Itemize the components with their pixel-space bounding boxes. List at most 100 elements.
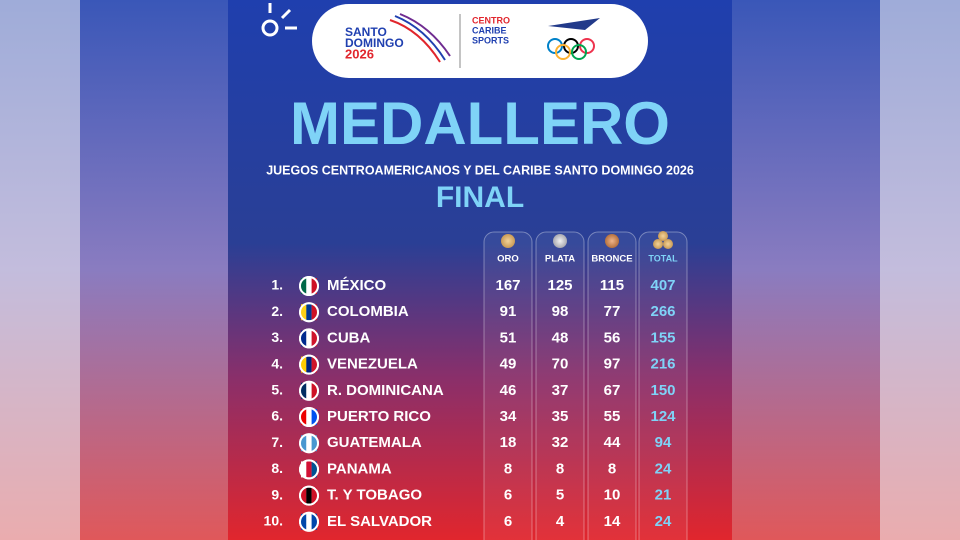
medal-count: 32 (552, 434, 569, 451)
logo-text: SANTO (345, 25, 387, 39)
country: PANAMA (327, 460, 392, 477)
rank: 2. (271, 303, 283, 319)
flag-stripe (301, 304, 307, 321)
flag-stripe (306, 304, 312, 321)
country: VENEZUELA (327, 356, 418, 373)
column-box (535, 231, 585, 540)
total-count: 266 (650, 303, 675, 320)
logo-swoosh (389, 13, 451, 63)
country: PUERTO RICO (327, 408, 431, 425)
flag-stripe (306, 435, 312, 452)
flag-stripe (301, 356, 307, 373)
medal-count: 4 (556, 513, 565, 530)
column-box (483, 231, 533, 540)
title: MEDALLERO (290, 90, 670, 157)
country: MÉXICO (327, 277, 387, 294)
medal-count: 34 (500, 408, 517, 425)
total-count: 150 (650, 382, 675, 399)
medal-count: 8 (608, 460, 616, 477)
medal-count: 37 (552, 382, 569, 399)
total-count: 155 (650, 329, 675, 346)
logo-text: CARIBE (472, 25, 507, 35)
flag-stripe (311, 435, 317, 452)
flag-stripe (301, 278, 307, 294)
flag-stripe (311, 513, 317, 530)
medal-count: 6 (504, 487, 512, 504)
flag-ring (299, 459, 319, 480)
column-header: PLATA (545, 254, 575, 265)
medal-count: 35 (552, 408, 569, 425)
medal-count: 125 (547, 277, 572, 294)
flag-stripe (311, 409, 317, 425)
medal-count: 6 (504, 513, 512, 530)
medal-icon (653, 239, 663, 249)
flag-stripe (311, 487, 317, 504)
sun-icon (261, 3, 297, 37)
column-header: ORO (497, 254, 519, 265)
country: T. Y TOBAGO (327, 487, 422, 504)
background-glow (0, 0, 80, 540)
flag-stripe (311, 461, 317, 478)
medal-count: 44 (604, 434, 621, 451)
column-header: TOTAL (648, 253, 678, 263)
subtitle: JUEGOS CENTROAMERICANOS Y DEL CARIBE SAN… (266, 163, 694, 177)
logo-text: SPORTS (472, 35, 509, 45)
rank: 6. (271, 408, 283, 424)
rank: 8. (271, 460, 283, 476)
country: CUBA (327, 329, 370, 346)
flag-ring (299, 354, 319, 375)
medal-count: 10 (604, 487, 621, 504)
flag-ring (299, 302, 319, 323)
total-count: 407 (650, 277, 675, 294)
rank: 3. (271, 329, 283, 345)
medal-count: 67 (604, 382, 621, 399)
flag-stripe (301, 435, 307, 452)
flag-stripe (306, 409, 312, 425)
medal-count: 14 (604, 513, 621, 530)
stage: FINAL (436, 181, 524, 214)
medal-count: 115 (600, 277, 624, 294)
flag-stripe (301, 487, 307, 504)
medal-count: 18 (500, 434, 517, 451)
flag-stripe (301, 382, 307, 399)
medal-count: 56 (604, 329, 621, 346)
medal-icon (658, 231, 668, 241)
flag-stripe (311, 304, 317, 321)
medal-icon (663, 239, 673, 249)
flag-stripe (306, 278, 312, 294)
medal-count: 70 (552, 356, 569, 373)
country: COLOMBIA (327, 303, 409, 320)
country: R. DOMINICANA (327, 382, 444, 399)
medal-count: 51 (500, 329, 517, 346)
flag-stripe (306, 382, 312, 399)
rank: 10. (264, 513, 283, 529)
logo-bird (548, 18, 600, 30)
medal-icon (553, 234, 567, 248)
country: EL SALVADOR (327, 513, 432, 530)
flag-ring (299, 407, 319, 427)
flag-stripe (301, 513, 307, 530)
flag-stripe (311, 382, 317, 399)
medal-icon (605, 234, 619, 248)
rank: 4. (271, 355, 283, 371)
medal-count: 48 (552, 329, 569, 346)
medal-count: 8 (504, 460, 512, 477)
medal-count: 167 (495, 277, 520, 294)
rank: 7. (271, 434, 283, 450)
flag-ring (299, 276, 319, 296)
flag-ring (299, 433, 319, 454)
logo-text: DOMINGO (345, 36, 404, 50)
flag-stripe (301, 409, 307, 425)
logo-text: 2026 (345, 46, 374, 61)
flag-stripe (306, 356, 312, 373)
medal-count: 8 (556, 460, 564, 477)
background-glow (880, 0, 960, 540)
logo-text: CENTRO (472, 15, 510, 25)
medal-count: 49 (500, 356, 517, 373)
column-box (587, 231, 637, 540)
flag-stripe (306, 513, 312, 530)
flag-ring (299, 328, 319, 349)
total-count: 21 (655, 487, 672, 504)
medal-count: 55 (604, 408, 621, 425)
